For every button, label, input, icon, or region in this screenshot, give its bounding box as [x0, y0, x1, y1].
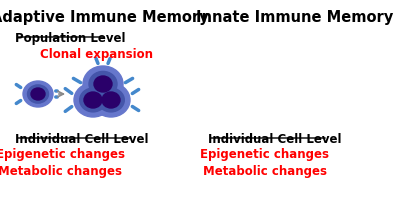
Ellipse shape — [89, 72, 117, 97]
Text: Metabolic changes: Metabolic changes — [203, 164, 327, 177]
Ellipse shape — [31, 89, 45, 101]
Text: Individual Cell Level: Individual Cell Level — [208, 132, 342, 145]
Ellipse shape — [98, 89, 124, 112]
Ellipse shape — [83, 67, 123, 102]
Text: Clonal expansion: Clonal expansion — [40, 48, 154, 61]
Ellipse shape — [80, 89, 106, 112]
Text: Innate Immune Memory: Innate Immune Memory — [196, 10, 394, 25]
Ellipse shape — [74, 84, 112, 118]
Ellipse shape — [28, 85, 48, 104]
Ellipse shape — [102, 93, 120, 109]
Text: Population Level: Population Level — [15, 32, 126, 45]
Text: Individual Cell Level: Individual Cell Level — [15, 132, 148, 145]
Text: Adaptive Immune Memory: Adaptive Immune Memory — [0, 10, 209, 25]
Ellipse shape — [92, 84, 130, 118]
Ellipse shape — [94, 77, 112, 93]
Ellipse shape — [84, 93, 102, 109]
Text: Metabolic changes: Metabolic changes — [0, 164, 122, 177]
Text: Epigenetic changes: Epigenetic changes — [0, 147, 124, 160]
Text: Epigenetic changes: Epigenetic changes — [200, 147, 330, 160]
Ellipse shape — [23, 82, 53, 108]
